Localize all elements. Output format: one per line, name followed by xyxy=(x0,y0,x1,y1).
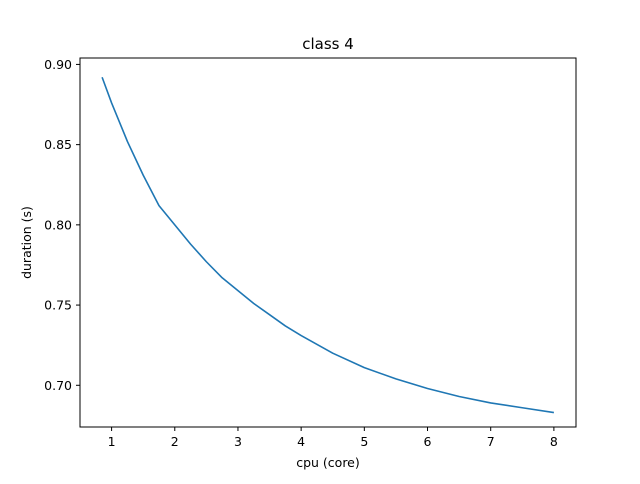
plot-area-frame xyxy=(79,57,577,428)
chart-title: class 4 xyxy=(302,35,354,53)
series-layer xyxy=(101,76,555,414)
x-tick-label: 6 xyxy=(424,434,432,449)
y-tick-label: 0.90 xyxy=(44,57,72,72)
y-tick-label: 0.70 xyxy=(44,378,72,393)
x-tick-label: 2 xyxy=(171,434,179,449)
axis-ticks: 1 2 3 4 5 6 7 8 0.70 0.75 0.80 0.85 0.90 xyxy=(44,57,558,449)
y-tick-label: 0.85 xyxy=(44,137,72,152)
x-tick-label: 3 xyxy=(234,434,242,449)
series-line xyxy=(101,76,555,414)
y-axis-label: duration (s) xyxy=(19,206,34,279)
x-tick-label: 4 xyxy=(297,434,305,449)
x-tick-label: 7 xyxy=(487,434,495,449)
x-tick-label: 1 xyxy=(108,434,116,449)
y-tick-label: 0.80 xyxy=(44,217,72,232)
x-tick-label: 8 xyxy=(550,434,558,449)
y-tick-label: 0.75 xyxy=(44,298,72,313)
x-axis-label: cpu (core) xyxy=(296,455,360,470)
x-tick-label: 5 xyxy=(360,434,368,449)
